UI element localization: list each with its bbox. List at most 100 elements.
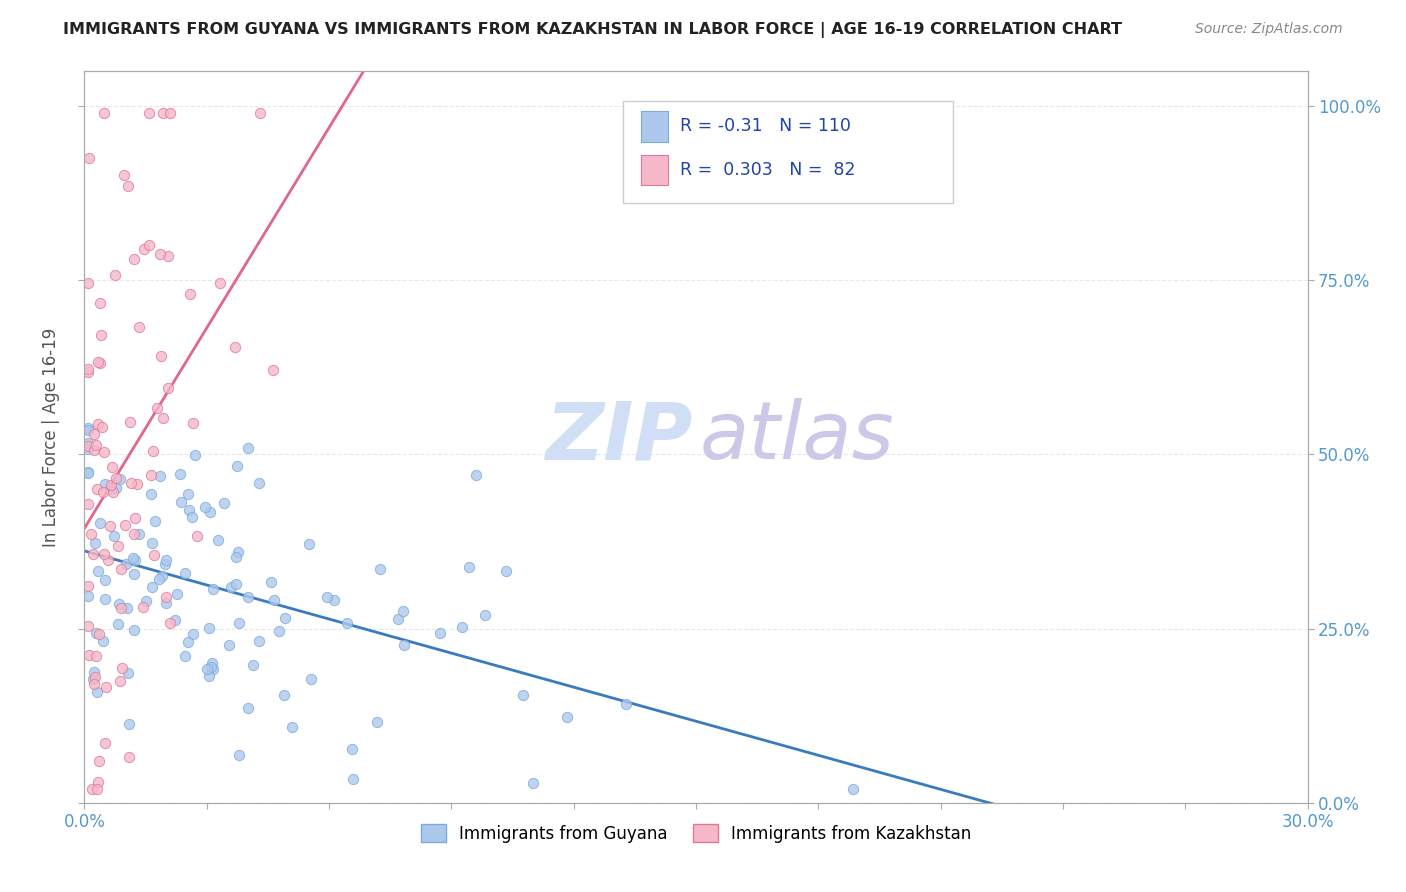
Point bbox=[247, 476, 270, 491]
Point bbox=[124, 527, 146, 541]
Point bbox=[177, 487, 200, 501]
Point bbox=[89, 295, 111, 310]
Point bbox=[249, 106, 271, 120]
Point bbox=[87, 564, 110, 578]
Point bbox=[166, 587, 188, 601]
Point bbox=[155, 591, 177, 605]
Point bbox=[89, 627, 111, 641]
Point bbox=[83, 442, 105, 457]
Point bbox=[200, 505, 222, 519]
Point bbox=[841, 781, 863, 796]
Point bbox=[183, 448, 205, 462]
Point bbox=[179, 287, 201, 301]
Point bbox=[124, 510, 146, 524]
Point bbox=[77, 579, 100, 593]
Point bbox=[118, 716, 141, 731]
Point bbox=[111, 661, 134, 675]
Point bbox=[118, 750, 141, 764]
Point bbox=[150, 569, 173, 583]
Text: Source: ZipAtlas.com: Source: ZipAtlas.com bbox=[1195, 22, 1343, 37]
Point bbox=[238, 700, 260, 714]
Point bbox=[366, 715, 388, 730]
Point bbox=[512, 688, 534, 702]
Point bbox=[132, 599, 155, 614]
Point bbox=[120, 476, 142, 491]
Point bbox=[91, 420, 114, 434]
Point bbox=[169, 467, 191, 481]
Point bbox=[77, 590, 100, 604]
Point bbox=[87, 417, 110, 431]
Point bbox=[122, 550, 145, 565]
Point bbox=[101, 460, 124, 475]
Point bbox=[82, 547, 104, 561]
Point bbox=[77, 151, 100, 165]
Point bbox=[108, 597, 131, 611]
Point bbox=[274, 610, 297, 624]
Point bbox=[342, 772, 364, 786]
Point bbox=[104, 268, 127, 283]
Point bbox=[157, 381, 180, 395]
Point bbox=[77, 466, 100, 480]
Point bbox=[84, 535, 107, 549]
Point bbox=[114, 517, 136, 532]
Point bbox=[108, 674, 131, 689]
Point bbox=[77, 362, 100, 376]
Point bbox=[322, 593, 344, 607]
Text: ZIP: ZIP bbox=[546, 398, 692, 476]
Point bbox=[100, 478, 122, 492]
Point bbox=[93, 106, 115, 120]
Point bbox=[93, 547, 115, 561]
Point bbox=[89, 516, 111, 530]
Point bbox=[77, 421, 100, 435]
Point bbox=[267, 624, 290, 639]
Point bbox=[128, 527, 150, 541]
Point bbox=[225, 458, 247, 473]
Point bbox=[238, 441, 260, 455]
Point bbox=[94, 592, 117, 607]
Point bbox=[83, 665, 105, 680]
Point bbox=[105, 481, 128, 495]
Point bbox=[195, 662, 218, 676]
Bar bbox=[641, 111, 668, 142]
Point bbox=[159, 106, 181, 120]
Point bbox=[340, 741, 363, 756]
Point bbox=[263, 593, 285, 607]
Point bbox=[132, 242, 155, 256]
Point bbox=[90, 327, 112, 342]
Point bbox=[125, 476, 148, 491]
Point bbox=[201, 656, 224, 670]
Text: IMMIGRANTS FROM GUYANA VS IMMIGRANTS FROM KAZAKHSTAN IN LABOR FORCE | AGE 16-19 : IMMIGRANTS FROM GUYANA VS IMMIGRANTS FRO… bbox=[63, 22, 1122, 38]
Point bbox=[124, 553, 146, 567]
Point bbox=[242, 657, 264, 672]
Point bbox=[91, 634, 114, 648]
Point bbox=[77, 497, 100, 511]
Point bbox=[218, 638, 240, 652]
Point bbox=[186, 529, 208, 543]
Point bbox=[202, 582, 225, 597]
Point bbox=[149, 349, 172, 363]
Point bbox=[112, 168, 135, 182]
Point bbox=[107, 617, 129, 632]
Point bbox=[110, 600, 132, 615]
Point bbox=[201, 662, 224, 676]
Point bbox=[212, 496, 235, 510]
Point bbox=[82, 672, 104, 686]
Point bbox=[495, 564, 517, 578]
Point bbox=[86, 648, 108, 663]
Point bbox=[83, 670, 105, 684]
Point bbox=[614, 698, 637, 712]
Point bbox=[87, 355, 110, 369]
Point bbox=[181, 416, 204, 430]
Point bbox=[93, 445, 115, 459]
Point bbox=[108, 472, 131, 486]
Point bbox=[86, 685, 108, 699]
Point bbox=[138, 237, 160, 252]
Point bbox=[89, 356, 111, 370]
Point bbox=[228, 616, 250, 631]
Text: atlas: atlas bbox=[700, 398, 894, 476]
Point bbox=[103, 529, 125, 543]
Point bbox=[93, 736, 115, 750]
Point bbox=[87, 754, 110, 768]
Point bbox=[316, 591, 339, 605]
Point bbox=[174, 648, 197, 663]
